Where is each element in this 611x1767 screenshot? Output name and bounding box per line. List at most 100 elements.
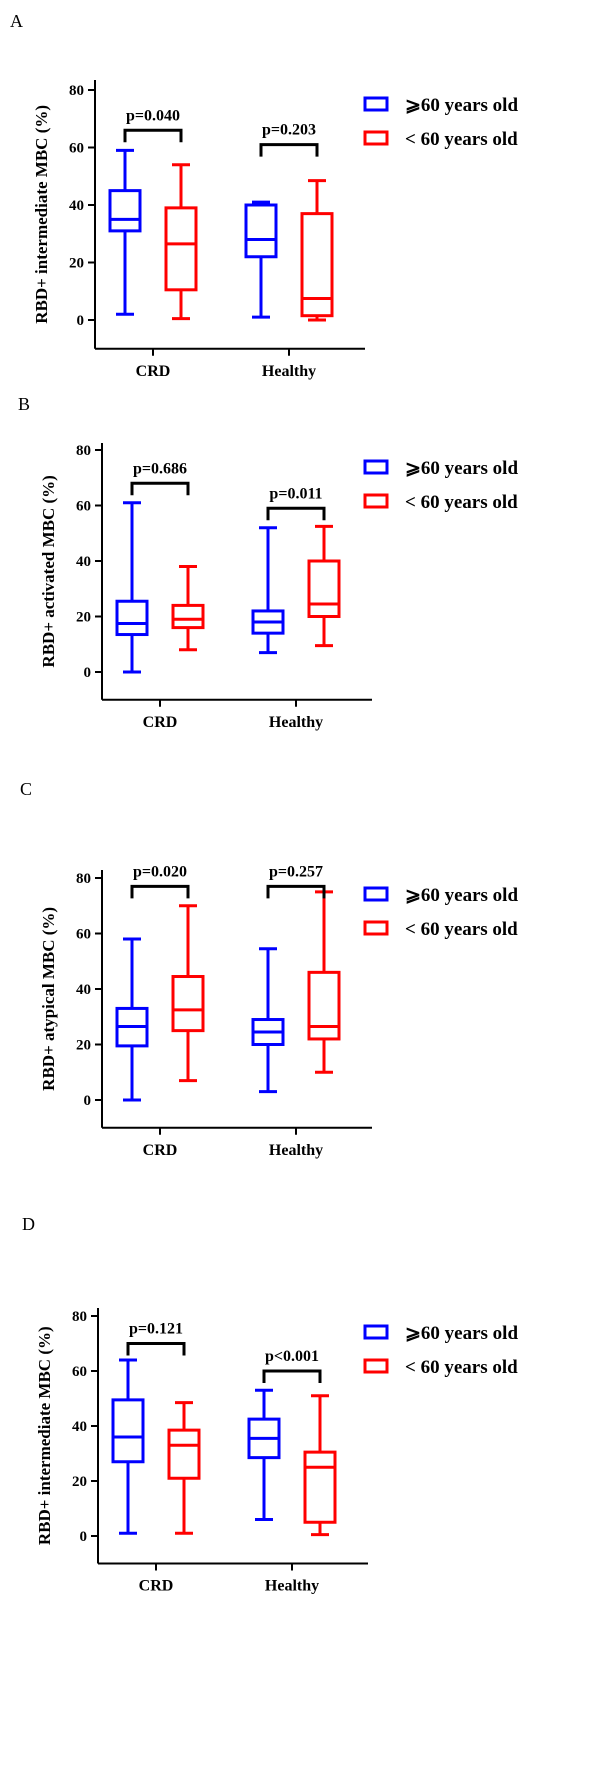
box-iqr xyxy=(171,975,205,1033)
y-tick-label: 40 xyxy=(76,982,91,998)
x-tick-label: CRD xyxy=(139,1578,174,1595)
y-tick-label: 60 xyxy=(76,927,91,943)
x-tick-label: Healthy xyxy=(269,1142,323,1159)
x-tick-label: CRD xyxy=(143,1142,178,1159)
significance-bracket xyxy=(266,884,326,899)
box-iqr xyxy=(307,970,341,1041)
y-axis-label: RBD+ activated MBC (%) xyxy=(39,475,58,667)
box-plot xyxy=(244,200,278,319)
y-tick-label: 80 xyxy=(76,443,91,459)
legend-swatch xyxy=(363,920,389,936)
box-plot xyxy=(171,904,205,1083)
legend-swatch xyxy=(363,459,389,475)
panel-letter: C xyxy=(20,779,32,799)
legend-swatch xyxy=(363,493,389,509)
legend-entry: < 60 years old xyxy=(405,1357,518,1378)
y-tick-label: 0 xyxy=(84,1093,92,1109)
panel-C: C 0 20 40 60 80 RBD+ atypical MBC (%) CRD Health… xyxy=(20,779,518,1159)
box-iqr xyxy=(303,1450,337,1524)
box-iqr xyxy=(111,1398,145,1464)
p-value-label: p=0.686 xyxy=(133,460,187,477)
y-tick-label: 20 xyxy=(76,1038,91,1054)
box-iqr xyxy=(171,603,205,630)
legend-entry: < 60 years old xyxy=(405,129,518,150)
y-tick-label: 60 xyxy=(69,141,84,157)
y-tick-label: 60 xyxy=(72,1364,87,1380)
y-tick-label: 20 xyxy=(72,1474,87,1490)
x-tick-label: Healthy xyxy=(265,1578,319,1595)
x-tick-label: Healthy xyxy=(269,714,323,731)
legend-swatch xyxy=(363,1324,389,1340)
y-tick-label: 0 xyxy=(77,313,85,329)
y-tick-label: 40 xyxy=(69,198,84,214)
significance-bracket xyxy=(259,143,319,157)
box-iqr xyxy=(244,203,278,259)
y-axis-label: RBD+ atypical MBC (%) xyxy=(39,907,58,1091)
box-plot xyxy=(307,524,341,648)
y-tick-label: 60 xyxy=(76,499,91,515)
p-value-label: p=0.040 xyxy=(126,107,180,124)
box-iqr xyxy=(108,189,142,233)
box-plot xyxy=(251,947,285,1094)
y-tick-label: 40 xyxy=(76,554,91,570)
legend-entry: < 60 years old xyxy=(405,492,518,513)
y-tick-label: 80 xyxy=(72,1309,87,1325)
significance-bracket xyxy=(262,1369,322,1383)
box-iqr xyxy=(300,212,334,318)
box-plot xyxy=(167,1401,201,1535)
panel-letter: A xyxy=(10,11,23,31)
p-value-label: p=0.011 xyxy=(269,485,322,502)
box-plot xyxy=(111,1358,145,1535)
panel-letter: D xyxy=(22,1214,35,1234)
x-tick-label: CRD xyxy=(136,363,171,380)
x-tick-label: CRD xyxy=(143,714,178,731)
panel-A: A 0 20 40 60 80 RBD+ intermediate MBC (%) CRD He… xyxy=(10,11,518,380)
box-plot xyxy=(300,179,334,322)
box-plot xyxy=(164,163,198,321)
legend-swatch xyxy=(363,130,389,146)
box-plot xyxy=(251,526,285,655)
box-plot xyxy=(115,937,149,1102)
box-plot xyxy=(247,1388,281,1521)
significance-bracket xyxy=(126,1342,186,1356)
box-plot xyxy=(303,1394,337,1537)
box-iqr xyxy=(307,559,341,618)
legend-swatch xyxy=(363,96,389,112)
legend-swatch xyxy=(363,1358,389,1374)
y-axis-label: RBD+ intermediate MBC (%) xyxy=(35,1326,54,1545)
box-plot xyxy=(171,565,205,652)
box-iqr xyxy=(164,206,198,292)
y-tick-label: 0 xyxy=(84,665,92,681)
p-value-label: p=0.121 xyxy=(129,1321,183,1338)
p-value-label: p=0.020 xyxy=(133,863,187,880)
y-axis-label: RBD+ intermediate MBC (%) xyxy=(32,105,51,324)
significance-bracket xyxy=(266,506,326,521)
legend-entry: ⩾60 years old xyxy=(405,885,518,906)
y-tick-label: 20 xyxy=(69,256,84,272)
y-tick-label: 40 xyxy=(72,1419,87,1435)
significance-bracket xyxy=(130,481,190,496)
legend-entry: ⩾60 years old xyxy=(405,1323,518,1344)
y-tick-label: 0 xyxy=(80,1529,88,1545)
p-value-label: p=0.257 xyxy=(269,863,323,880)
panel-B: B 0 20 40 60 80 RBD+ activated MBC (%) CRD Healt… xyxy=(18,394,518,731)
p-value-label: p<0.001 xyxy=(265,1348,319,1365)
box-plot xyxy=(108,148,142,316)
p-value-label: p=0.203 xyxy=(262,122,316,139)
box-iqr xyxy=(167,1428,201,1480)
legend-swatch xyxy=(363,886,389,902)
box-plot xyxy=(115,501,149,674)
box-plot xyxy=(307,890,341,1074)
significance-bracket xyxy=(123,128,183,143)
legend-entry: < 60 years old xyxy=(405,919,518,940)
legend-entry: ⩾60 years old xyxy=(405,458,518,479)
legend-entry: ⩾60 years old xyxy=(405,95,518,116)
box-iqr xyxy=(115,599,149,637)
significance-bracket xyxy=(130,884,190,899)
panel-D: D 0 20 40 60 80 RBD+ intermediate MBC (%) CRD He… xyxy=(22,1214,518,1595)
y-tick-label: 20 xyxy=(76,610,91,626)
y-tick-label: 80 xyxy=(69,83,84,99)
y-tick-label: 80 xyxy=(76,871,91,887)
panel-letter: B xyxy=(18,394,30,414)
